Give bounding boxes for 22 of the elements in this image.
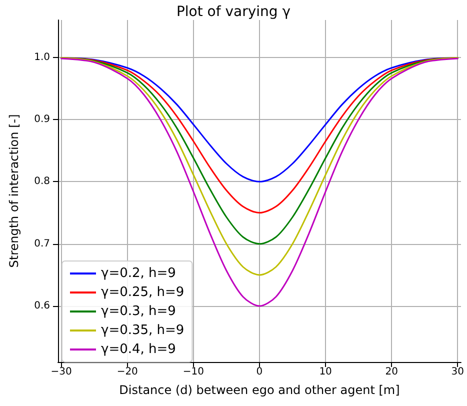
y-tick-label: 0.7 [34, 238, 50, 250]
legend-label: γ=0.2, h=9 [101, 266, 176, 281]
legend-label: γ=0.4, h=9 [101, 342, 176, 357]
y-tick-label: 0.6 [34, 300, 50, 312]
y-tick-label: 0.9 [34, 114, 50, 125]
chart-title: Plot of varying γ [176, 4, 291, 20]
y-tick-label: 0.8 [34, 176, 50, 188]
y-tick-label: 1.0 [34, 52, 50, 63]
line-series [60, 57, 458, 214]
y-axis-title: Strength of interaction [-] [7, 114, 21, 268]
legend-label: γ=0.35, h=9 [101, 323, 184, 338]
x-tick-label: 0 [256, 366, 263, 378]
x-tick-label: −10 [182, 366, 204, 378]
x-tick-label: −30 [50, 366, 72, 378]
legend-label: γ=0.25, h=9 [101, 285, 184, 300]
x-axis-title: Distance (d) between ego and other agent [m] [119, 383, 400, 397]
x-tick-label: −20 [116, 366, 138, 378]
line-series [60, 57, 458, 182]
x-tick-label: 20 [385, 366, 398, 378]
x-tick-label: 10 [319, 366, 332, 378]
legend-label: γ=0.3, h=9 [101, 304, 176, 319]
x-tick-label: 30 [451, 366, 464, 378]
